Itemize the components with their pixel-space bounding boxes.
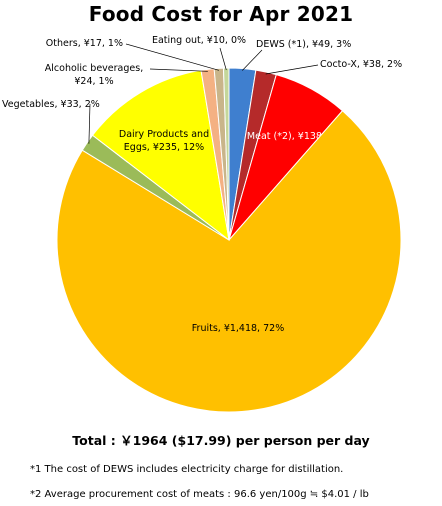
pie-slice-fruits [56,110,402,413]
pie-slice-eating-out [222,67,230,241]
footnote-dews: *1 The cost of DEWS includes electricity… [30,464,344,475]
total-cost-line: Total : ￥1964 ($17.99) per person per da… [72,433,370,448]
leader-line [219,47,227,71]
pie-slice-dairy-products-and-eggs [91,69,230,242]
slice-label: Fruits, ¥1,418, 72% [192,323,284,334]
leader-line [149,68,208,72]
slice-label: Eating out, ¥10, 0% [152,35,246,46]
slice-label: Dairy Products and Eggs, ¥235, 12% [119,129,209,153]
slice-label: Meat (*2), ¥138, 7% [247,131,343,142]
slice-label: Alcoholic beverages, ¥24, 1% [45,63,143,87]
leader-line [265,64,319,75]
footnote-meat: *2 Average procurement cost of meats : 9… [30,489,369,500]
slice-label: Cocto-X, ¥38, 2% [320,59,402,70]
leader-line [242,49,263,71]
leader-line [88,103,91,144]
chart-title: Food Cost for Apr 2021 [88,2,354,26]
slice-label: Vegetables, ¥33, 2% [2,99,100,110]
slice-label: DEWS (*1), ¥49, 3% [256,39,351,50]
leader-line [125,43,219,71]
pie-chart: DEWS (*1), ¥49, 3% Cocto-X, ¥38, 2% Meat (… [2,35,402,413]
slice-label: Others, ¥17, 1% [46,38,123,49]
